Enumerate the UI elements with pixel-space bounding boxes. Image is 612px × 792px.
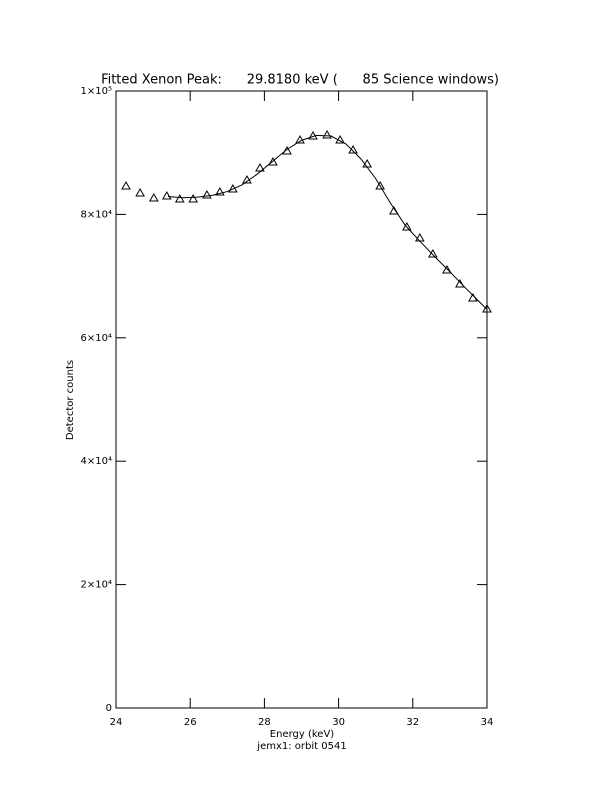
- data-point: [202, 190, 212, 199]
- data-point: [375, 181, 386, 190]
- y-tick-label: 1×10⁵: [81, 86, 112, 97]
- x-axis-label: Energy (keV): [270, 729, 335, 740]
- data-point: [402, 221, 412, 231]
- y-tick-label: 0: [106, 703, 112, 714]
- plot-frame: [115, 90, 488, 709]
- data-point: [348, 144, 358, 154]
- x-tick-label: 26: [184, 717, 197, 728]
- data-point: [188, 193, 199, 203]
- data-point: [121, 181, 131, 190]
- y-tick-label: 8×10⁴: [81, 209, 112, 220]
- x-tick-label: 32: [406, 717, 419, 728]
- x-tick-label: 24: [110, 717, 123, 728]
- data-point: [135, 187, 145, 197]
- y-tick-label: 6×10⁴: [81, 333, 112, 344]
- chart-title: Fitted Xenon Peak: 29.8180 keV ( 85 Scie…: [101, 73, 499, 88]
- x-tick-label: 30: [332, 717, 345, 728]
- data-point: [255, 162, 265, 172]
- data-point: [322, 129, 332, 139]
- data-point: [215, 186, 225, 196]
- data-point: [174, 193, 185, 203]
- data-point: [161, 191, 172, 200]
- subtitle: jemx1: orbit 0541: [256, 741, 346, 752]
- data-point: [295, 134, 305, 144]
- x-tick-label: 34: [481, 717, 494, 728]
- data-point: [427, 249, 438, 258]
- data-point: [148, 192, 159, 202]
- data-point: [455, 278, 465, 288]
- fit-curve: [167, 134, 488, 310]
- x-tick-label: 28: [258, 717, 271, 728]
- data-point: [268, 157, 278, 166]
- data-point: [442, 264, 452, 274]
- y-tick-label: 2×10⁴: [81, 580, 112, 591]
- y-axis-label: Detector counts: [65, 360, 76, 440]
- data-point: [482, 303, 492, 313]
- y-tick-label: 4×10⁴: [81, 456, 112, 467]
